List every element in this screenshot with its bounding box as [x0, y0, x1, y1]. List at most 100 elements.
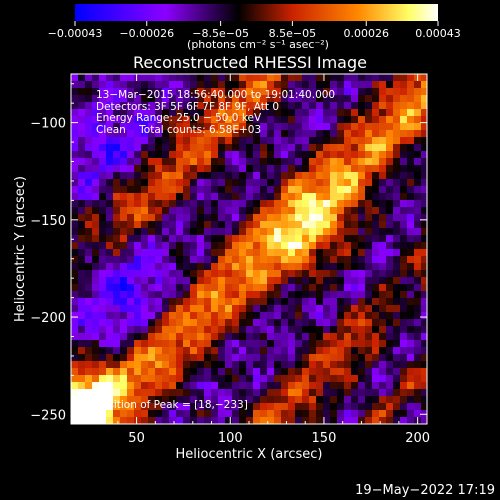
heatmap-cell — [85, 291, 93, 299]
heatmap-cell — [239, 361, 247, 369]
heatmap-cell — [71, 382, 79, 390]
heatmap-cell — [400, 88, 408, 96]
heatmap-cell — [323, 284, 331, 292]
heatmap-cell — [162, 375, 170, 383]
heatmap-cell — [106, 396, 114, 404]
heatmap-cell — [372, 137, 380, 145]
heatmap-cell — [274, 284, 282, 292]
heatmap-cell — [204, 179, 212, 187]
heatmap-cell — [351, 88, 359, 96]
heatmap-cell — [246, 172, 254, 180]
heatmap-cell — [414, 130, 422, 138]
heatmap-cell — [134, 186, 142, 194]
heatmap-cell — [71, 284, 79, 292]
heatmap-cell — [162, 417, 170, 424]
heatmap-cell — [281, 375, 289, 383]
heatmap-cell — [197, 235, 205, 243]
heatmap-cell — [176, 130, 184, 138]
heatmap-cell — [344, 340, 352, 348]
heatmap-cell — [190, 193, 198, 201]
heatmap-cell — [239, 130, 247, 138]
heatmap-cell — [414, 88, 422, 96]
heatmap-cell — [386, 102, 394, 110]
heatmap-cell — [393, 221, 401, 229]
heatmap-cell — [211, 298, 219, 306]
heatmap-cell — [176, 116, 184, 124]
heatmap-cell — [274, 312, 282, 320]
heatmap-cell — [351, 305, 359, 313]
heatmap-cell — [414, 200, 422, 208]
heatmap-cell — [225, 361, 233, 369]
heatmap-cell — [372, 123, 380, 131]
heatmap-cell — [337, 326, 345, 334]
heatmap-cell — [365, 88, 373, 96]
heatmap-cell — [316, 179, 324, 187]
heatmap-cell — [253, 242, 261, 250]
heatmap-cell — [99, 81, 107, 89]
heatmap-cell — [71, 172, 79, 180]
heatmap-cell — [351, 137, 359, 145]
heatmap-cell — [309, 347, 317, 355]
heatmap-cell — [120, 305, 128, 313]
heatmap-cell — [211, 200, 219, 208]
heatmap-cell — [71, 144, 79, 152]
heatmap-cell — [71, 277, 79, 285]
heatmap-cell — [106, 291, 114, 299]
heatmap-cell — [183, 95, 191, 103]
heatmap-cell — [134, 361, 142, 369]
heatmap-cell — [358, 109, 366, 117]
heatmap-cell — [155, 298, 163, 306]
heatmap-cell — [414, 319, 422, 327]
heatmap-cell — [78, 165, 86, 173]
heatmap-cell — [92, 319, 100, 327]
heatmap-cell — [155, 270, 163, 278]
heatmap-cell — [71, 249, 79, 257]
heatmap-cell — [260, 214, 268, 222]
heatmap-cell — [197, 410, 205, 418]
heatmap-cell — [169, 151, 177, 159]
heatmap-cell — [148, 242, 156, 250]
heatmap-cell — [344, 151, 352, 159]
heatmap-cell — [127, 242, 135, 250]
heatmap-cell — [120, 298, 128, 306]
heatmap-cell — [253, 361, 261, 369]
heatmap-cell — [148, 200, 156, 208]
heatmap-cell — [281, 88, 289, 96]
heatmap-cell — [148, 116, 156, 124]
heatmap-cell — [260, 410, 268, 418]
heatmap-cell — [414, 81, 422, 89]
heatmap-cell — [71, 200, 79, 208]
heatmap-cell — [99, 396, 107, 404]
heatmap-cell — [400, 172, 408, 180]
heatmap-cell — [400, 207, 408, 215]
heatmap-cell — [92, 312, 100, 320]
heatmap-cell — [113, 179, 121, 187]
heatmap-cell — [274, 102, 282, 110]
peak-position-label: Position of Peak = [18,−233] — [96, 399, 248, 411]
heatmap-cell — [239, 109, 247, 117]
heatmap-cell — [78, 382, 86, 390]
heatmap-cell — [351, 179, 359, 187]
heatmap-cell — [134, 249, 142, 257]
heatmap-cell — [204, 417, 212, 424]
heatmap-cell — [78, 137, 86, 145]
heatmap-cell — [190, 382, 198, 390]
heatmap-cell — [99, 137, 107, 145]
heatmap-cell — [295, 221, 303, 229]
heatmap-cell — [393, 102, 401, 110]
heatmap-cell — [92, 417, 100, 424]
heatmap-cell — [337, 319, 345, 327]
heatmap-cell — [400, 165, 408, 173]
heatmap-cell — [316, 333, 324, 341]
heatmap-cell — [176, 256, 184, 264]
heatmap-cell — [183, 81, 191, 89]
heatmap-cell — [197, 396, 205, 404]
heatmap-cell — [106, 130, 114, 138]
heatmap-cell — [407, 200, 415, 208]
heatmap-cell — [323, 291, 331, 299]
heatmap-cell — [302, 130, 310, 138]
heatmap-cell — [393, 312, 401, 320]
heatmap-cell — [134, 88, 142, 96]
heatmap-cell — [176, 382, 184, 390]
